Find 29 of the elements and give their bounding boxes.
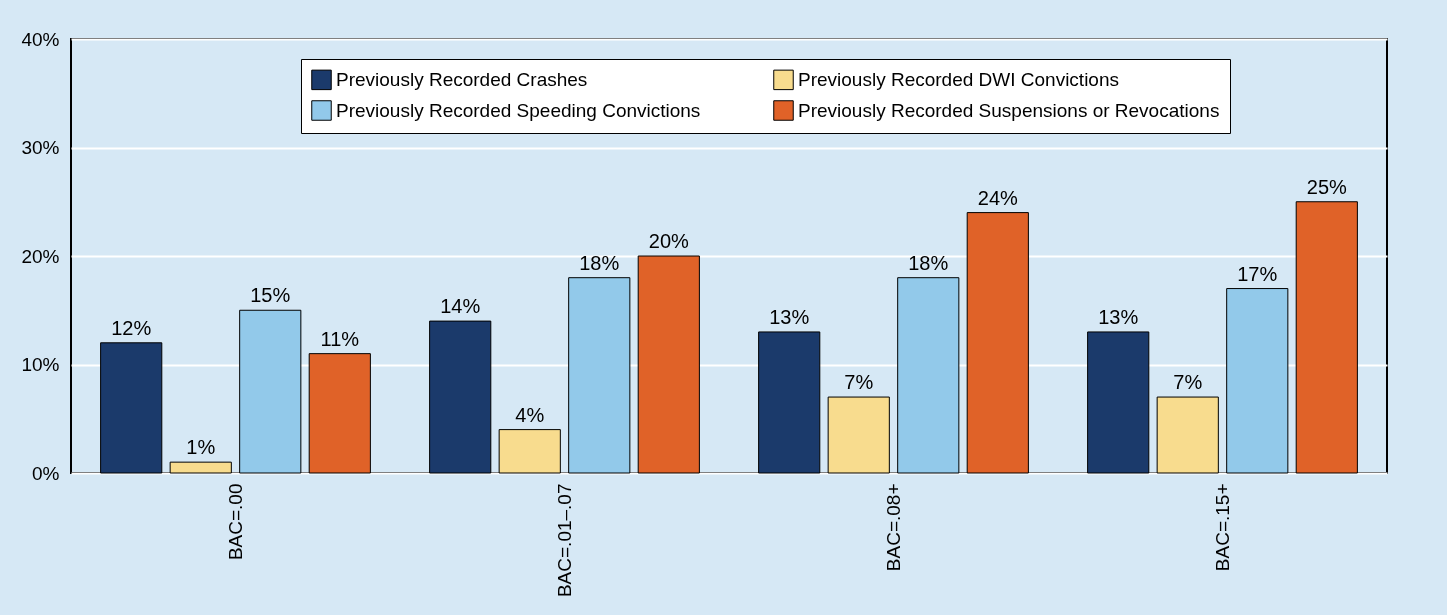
- data-label: 13%: [769, 305, 810, 328]
- data-label: 20%: [648, 230, 690, 252]
- data-label: 7%: [844, 371, 874, 394]
- y-tick-label: 20%: [21, 245, 60, 267]
- data-label: 12%: [111, 316, 152, 339]
- data-label: 24%: [977, 186, 1019, 209]
- data-label: 7%: [1173, 371, 1203, 394]
- data-label: 4%: [515, 403, 545, 426]
- data-label: 11%: [320, 327, 360, 350]
- y-tick-label: 0%: [32, 462, 60, 484]
- y-tick-label: 40%: [21, 28, 60, 50]
- legend-label: Previously Recorded Crashes: [336, 68, 588, 90]
- legend-label: Previously Recorded DWI Convictions: [798, 68, 1120, 90]
- data-label: 1%: [186, 436, 216, 459]
- data-label: 13%: [1098, 305, 1139, 328]
- data-label: 14%: [440, 295, 481, 318]
- data-label: 17%: [1237, 262, 1278, 285]
- x-tick-label: BAC=.01–.07: [553, 483, 575, 598]
- data-label: 25%: [1306, 175, 1348, 198]
- x-tick-label: BAC=.15+: [1211, 483, 1233, 572]
- data-label: 18%: [579, 251, 620, 274]
- x-tick-label: BAC=.08+: [882, 483, 904, 572]
- y-tick-label: 30%: [21, 137, 60, 158]
- data-label: 15%: [250, 284, 291, 307]
- x-tick-label: BAC=.00: [224, 483, 246, 561]
- legend-label: Previously Recorded Suspensions or Revocations: [798, 99, 1220, 121]
- y-tick-label: 10%: [21, 354, 60, 375]
- legend-label: Previously Recorded Speeding Convictions: [336, 99, 701, 121]
- data-label: 18%: [908, 251, 949, 274]
